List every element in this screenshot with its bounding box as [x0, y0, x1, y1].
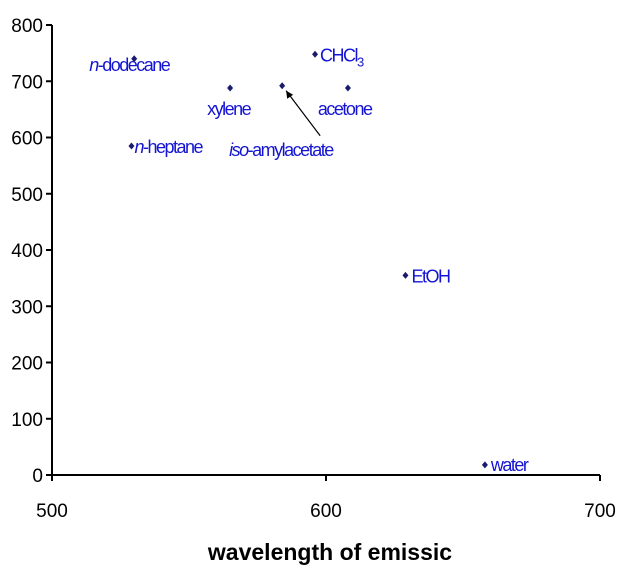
annotation-arrow-line: [285, 90, 321, 137]
data-point-marker: [128, 142, 135, 150]
data-point-label: n-heptane: [134, 137, 203, 157]
annotation-arrow-head: [286, 90, 294, 99]
data-point-marker: [344, 84, 351, 92]
data-point-label: xylene: [207, 99, 252, 119]
axes: [51, 25, 600, 476]
data-point-label: EtOH: [411, 266, 450, 286]
y-tick-label: 200: [11, 354, 43, 375]
y-tick-label: 600: [11, 129, 43, 150]
y-tick-label: 800: [11, 16, 43, 37]
x-tick-label: 700: [584, 501, 616, 522]
axis-ticks: 0 100 200 300 400 500 600 700 800 500 600 700: [11, 16, 616, 522]
data-point-label: CHCl3: [320, 45, 364, 69]
x-axis-label: wavelength of emissic: [207, 539, 452, 565]
data-point-label: acetone: [318, 99, 373, 119]
data-point-label: water: [490, 455, 529, 475]
x-tick-label: 500: [36, 501, 68, 522]
y-tick-label: 0: [32, 466, 43, 487]
y-tick-label: 500: [11, 185, 43, 206]
y-tick-label: 300: [11, 297, 43, 318]
y-tick-label: 100: [11, 410, 43, 431]
data-point-marker: [402, 271, 409, 279]
data-point-marker: [131, 55, 138, 63]
data-point-marker: [279, 82, 286, 90]
y-tick-label: 400: [11, 241, 43, 262]
data-point-label: n-dodecane: [89, 55, 171, 75]
data-point-marker: [227, 84, 234, 92]
data-point-marker: [312, 50, 319, 58]
data-point-marker: [481, 461, 488, 469]
y-tick-label: 700: [11, 72, 43, 93]
x-tick-label: 600: [310, 501, 342, 522]
data-points: [128, 50, 488, 469]
data-point-label: iso-amylacetate: [229, 140, 334, 160]
